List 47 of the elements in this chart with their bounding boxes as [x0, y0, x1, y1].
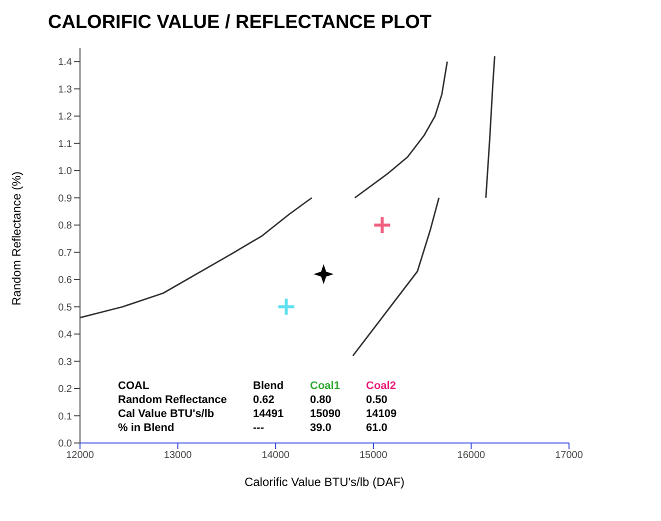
point: [314, 264, 334, 284]
annotation: Blend: [253, 380, 284, 392]
y-tick-label: 0.4: [58, 330, 72, 341]
annotation: ---: [253, 422, 264, 434]
line-series: [80, 197, 313, 318]
annotation: Coal2: [366, 380, 396, 392]
y-tick-label: 0.7: [58, 248, 72, 259]
x-tick-label: 15000: [359, 450, 388, 462]
y-tick-label: 1.4: [58, 57, 72, 68]
y-tick-label: 0.1: [58, 411, 72, 422]
y-tick-label: 0.5: [58, 302, 72, 314]
annotation: 14491: [253, 408, 284, 420]
annotation: % in Blend: [118, 422, 174, 434]
x-tick-label: 12000: [66, 450, 94, 462]
annotation: 0.50: [366, 394, 388, 406]
point: [372, 216, 392, 235]
x-tick-label: 16000: [457, 450, 486, 462]
x-axis-title: Calorific Value BTU's/lb (DAF): [244, 475, 405, 489]
chart-title: CALORIFIC VALUE / REFLECTANCE PLOT: [47, 11, 433, 35]
y-tick-label: 0.0: [58, 438, 72, 450]
line-series: [485, 55, 496, 199]
x-tick-label: 13000: [164, 450, 192, 462]
annotation: 14109: [366, 408, 397, 420]
y-tick-label: 0.6: [58, 275, 72, 286]
annotation: 0.62: [253, 394, 274, 406]
annotation: 39.0: [310, 422, 332, 434]
y-tick-label: 0.8: [58, 220, 72, 232]
point: [276, 297, 296, 316]
y-tick-label: 1.0: [58, 166, 72, 178]
y-tick-label: 0.2: [58, 384, 72, 396]
line-series: [352, 197, 440, 357]
annotation: 15090: [310, 408, 341, 420]
x-tick-label: 14000: [262, 450, 290, 462]
x-tick-label: 17000: [555, 450, 584, 462]
y-tick-label: 0.3: [58, 356, 72, 368]
annotation: Random Reflectance: [118, 394, 227, 406]
annotation: 0.80: [310, 394, 332, 406]
annotation: 61.0: [366, 422, 388, 434]
y-tick-label: 1.2: [58, 112, 72, 123]
y-axis-title: Random Reflectance (%): [9, 171, 24, 306]
annotation: COAL: [118, 380, 150, 392]
y-tick-label: 1.3: [58, 84, 72, 96]
y-tick-label: 0.9: [58, 193, 72, 204]
annotation: Coal1: [310, 380, 340, 392]
line-series: [354, 60, 448, 199]
y-tick-label: 1.1: [58, 138, 72, 150]
annotation: Cal Value BTU's/lb: [118, 408, 214, 420]
